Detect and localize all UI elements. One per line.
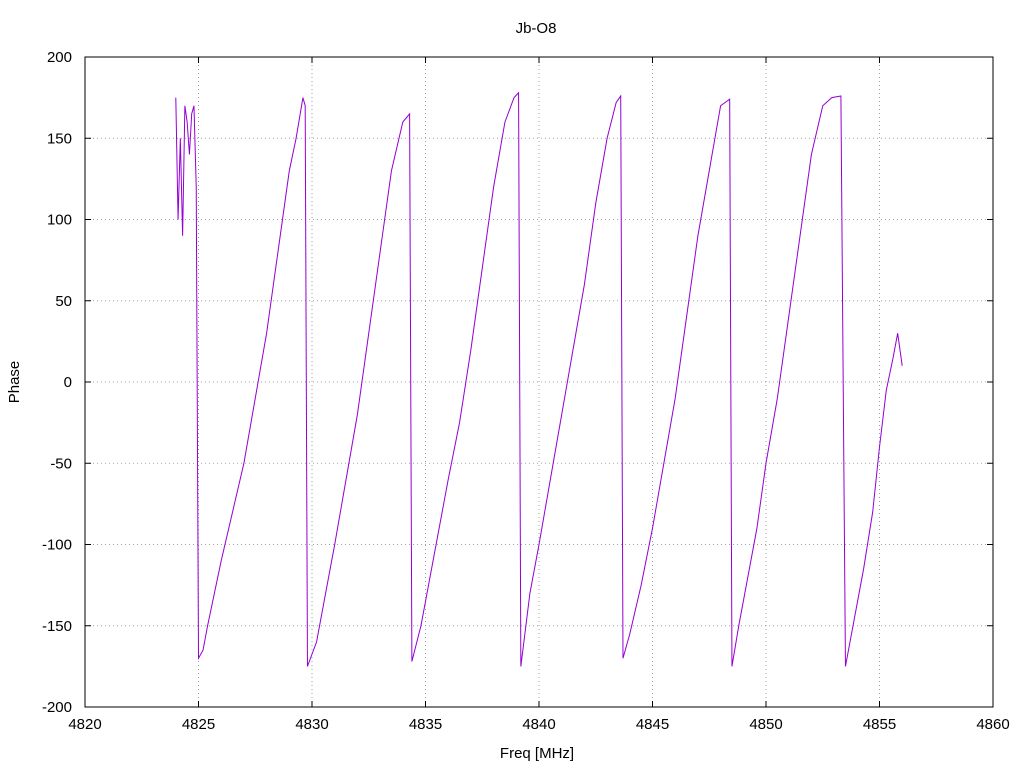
x-tick-label: 4825	[182, 716, 215, 733]
x-tick-label: 4855	[863, 716, 896, 733]
x-axis-label: Freq [MHz]	[500, 745, 574, 762]
x-tick-label: 4850	[749, 716, 782, 733]
y-tick-label: 200	[47, 49, 72, 66]
x-tick-label: 4845	[636, 716, 669, 733]
y-tick-label: -150	[42, 618, 72, 635]
ticks: 4820 4825 4830 4835 4840 4845 4850 4855 4860 -200…	[42, 49, 1010, 733]
x-tick-label: 4840	[522, 716, 555, 733]
grid	[85, 57, 993, 707]
y-tick-label: -200	[42, 699, 72, 716]
y-tick-label: 0	[64, 374, 72, 391]
x-tick-label: 4860	[976, 716, 1009, 733]
phase-series-line	[175, 91, 903, 667]
series-layer	[175, 91, 903, 667]
y-tick-label: -100	[42, 537, 72, 554]
x-tick-label: 4835	[409, 716, 442, 733]
y-axis-label: Phase	[6, 361, 23, 404]
x-tick-label: 4820	[68, 716, 101, 733]
y-tick-label: 100	[47, 212, 72, 229]
y-tick-label: 50	[55, 293, 72, 310]
chart-title: Jb-O8	[516, 20, 557, 37]
y-tick-label: 150	[47, 130, 72, 147]
x-tick-label: 4830	[295, 716, 328, 733]
y-tick-label: -50	[50, 455, 72, 472]
